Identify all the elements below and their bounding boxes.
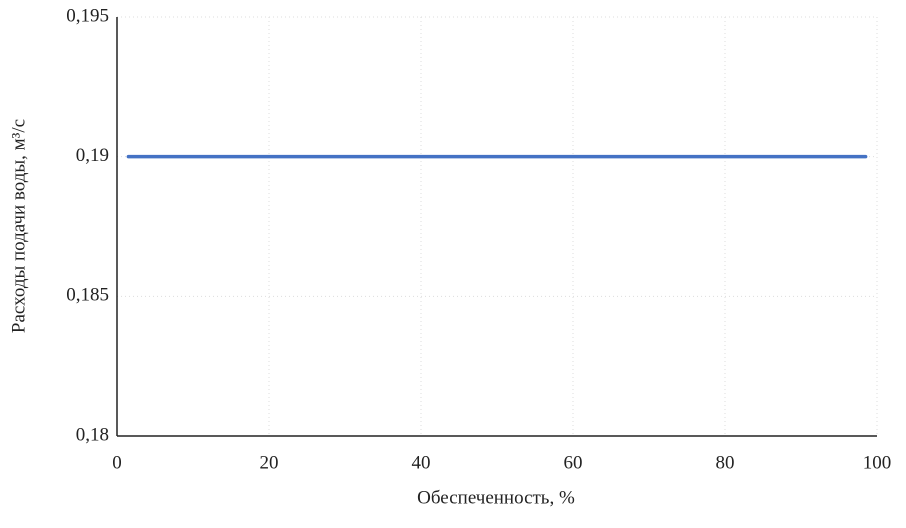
x-tick-label: 40 — [412, 452, 431, 473]
x-tick-label: 60 — [564, 452, 583, 473]
y-tick-label: 0,19 — [76, 145, 109, 166]
y-tick-label: 0,195 — [66, 5, 109, 26]
x-tick-label: 20 — [260, 452, 279, 473]
x-axis-label: Обеспеченность, % — [417, 487, 575, 508]
x-tick-label: 100 — [863, 452, 892, 473]
x-tick-label: 0 — [112, 452, 122, 473]
y-tick-label: 0,185 — [66, 285, 109, 306]
y-axis-label: Расходы подачи воды, м³/с — [8, 119, 29, 333]
y-tick-label: 0,18 — [76, 424, 109, 445]
x-tick-label: 80 — [716, 452, 735, 473]
